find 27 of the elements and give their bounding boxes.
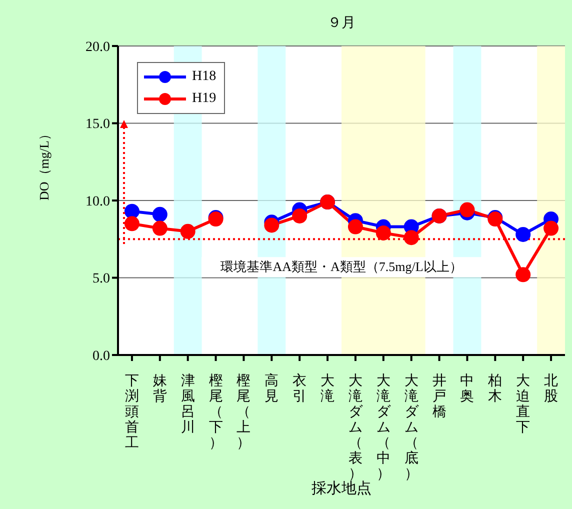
- y-tick-label: 10.0: [86, 194, 110, 210]
- x-tick-label: 妹背: [152, 374, 167, 404]
- x-tick-label: 大滝ダム（表）: [348, 373, 364, 482]
- ref-line-label: 環境基準AA類型・A類型（7.5mg/L以上）: [220, 259, 462, 274]
- x-tick-label: 衣引: [292, 373, 307, 404]
- legend-label: H18: [192, 69, 216, 85]
- x-axis-title: 採水地点: [312, 480, 372, 497]
- legend-label: H19: [192, 91, 216, 107]
- y-tick-label: 15.0: [86, 117, 110, 132]
- y-axis-title: DO（mg/L）: [36, 128, 52, 200]
- x-tick-label: 北股: [544, 373, 558, 404]
- y-tick-label: 0.0: [92, 348, 110, 364]
- chart-title: ９月: [326, 15, 356, 32]
- x-tick-label: 津風呂川: [180, 373, 195, 436]
- x-tick-label: 下渕頭首工: [124, 374, 139, 451]
- x-tick-label: 高見: [264, 373, 279, 404]
- x-tick-label: 樫尾（上）: [236, 373, 251, 451]
- x-tick-label: 大滝ダム（中）: [376, 373, 392, 482]
- x-tick-label: 樫尾（下）: [208, 373, 223, 451]
- x-tick-label: 大滝: [320, 373, 335, 404]
- x-tick-label: 柏木: [487, 373, 502, 404]
- y-tick-label: 20.0: [86, 40, 110, 55]
- x-tick-label: 中奥: [460, 373, 474, 404]
- x-tick-label: 大迫直下: [516, 373, 530, 436]
- y-tick-label: 5.0: [92, 272, 110, 287]
- x-tick-label: 井戸橋: [432, 373, 446, 420]
- x-tick-label: 大滝ダム（底）: [404, 373, 420, 482]
